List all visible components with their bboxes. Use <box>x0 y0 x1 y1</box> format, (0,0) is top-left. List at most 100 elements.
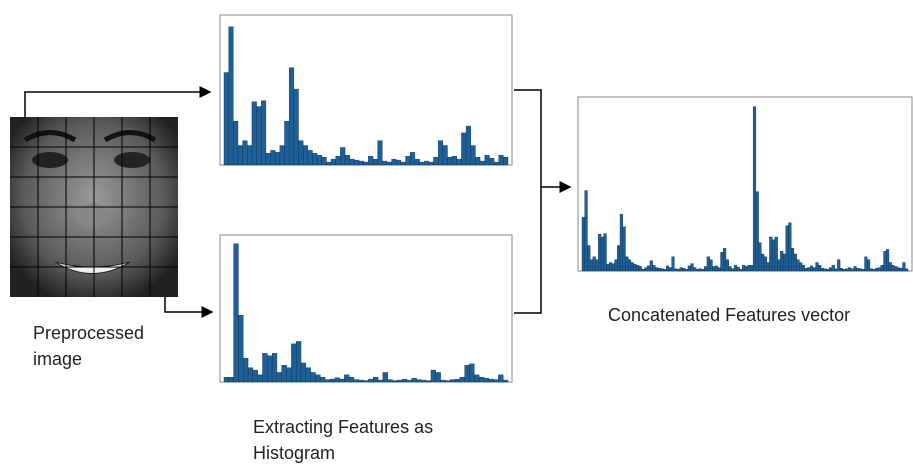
bar <box>353 379 359 383</box>
bar <box>502 379 509 383</box>
bar <box>652 265 656 272</box>
bar <box>782 253 786 272</box>
bar <box>461 132 467 166</box>
bar <box>788 222 792 272</box>
bar <box>771 239 776 272</box>
bar <box>850 268 854 272</box>
bar <box>251 101 257 166</box>
bar <box>451 156 457 166</box>
bar <box>300 362 307 383</box>
bar <box>877 267 882 272</box>
bar <box>243 357 249 383</box>
bar <box>679 267 683 272</box>
bar <box>608 262 613 272</box>
bar <box>372 158 378 166</box>
bar <box>410 152 416 166</box>
bar <box>617 245 621 272</box>
bar <box>728 266 732 272</box>
bar <box>896 267 901 272</box>
bar <box>725 259 729 272</box>
bar <box>674 268 678 272</box>
bar <box>315 374 321 383</box>
bar <box>644 267 648 272</box>
bar <box>414 158 420 166</box>
bar <box>820 267 824 272</box>
bar <box>435 372 441 383</box>
bar <box>257 374 263 383</box>
bar <box>842 269 846 272</box>
bar <box>810 265 814 272</box>
bar <box>483 377 489 383</box>
bar <box>493 379 499 383</box>
bar <box>348 377 355 383</box>
bar <box>310 372 316 383</box>
bar <box>320 377 326 383</box>
bar <box>433 157 439 166</box>
bar <box>316 155 322 166</box>
bar <box>312 153 318 166</box>
bar <box>396 159 402 166</box>
bar <box>587 245 591 272</box>
bar <box>668 267 672 272</box>
bar <box>758 242 762 272</box>
bar <box>750 265 754 272</box>
bar <box>286 367 292 383</box>
bar <box>228 377 234 383</box>
bar <box>709 259 713 272</box>
bar <box>815 262 819 272</box>
bar <box>465 125 471 166</box>
bar <box>818 265 822 272</box>
bar <box>228 26 234 166</box>
bar <box>744 266 748 272</box>
bar <box>589 259 594 272</box>
bar <box>256 106 262 166</box>
bar <box>861 269 865 272</box>
bar <box>747 265 751 272</box>
bar <box>660 268 664 272</box>
bar <box>440 379 446 383</box>
bar <box>339 378 345 383</box>
bar <box>899 267 903 272</box>
bar <box>603 233 607 272</box>
bar <box>421 379 427 383</box>
bar <box>307 150 313 166</box>
bar <box>717 267 721 272</box>
bar <box>363 161 369 166</box>
bar <box>763 256 767 272</box>
bar <box>867 259 871 272</box>
bar <box>769 236 773 272</box>
bar <box>793 253 797 272</box>
bar <box>293 88 299 166</box>
bar <box>894 266 898 272</box>
bar <box>267 355 273 383</box>
bar <box>330 158 336 166</box>
bar <box>302 145 309 166</box>
bar <box>321 157 327 166</box>
bar <box>276 372 282 383</box>
bar <box>774 236 778 272</box>
bar <box>447 157 453 166</box>
bar <box>687 265 691 272</box>
bar <box>288 67 295 166</box>
bar <box>247 145 253 166</box>
bar <box>298 140 304 166</box>
bar <box>777 259 781 272</box>
bar <box>869 268 873 272</box>
bar <box>647 265 651 272</box>
bar <box>826 269 830 272</box>
bar <box>611 263 615 272</box>
bar <box>334 377 340 383</box>
bar <box>275 152 281 166</box>
bar <box>905 268 909 272</box>
bar <box>902 262 906 272</box>
bar <box>470 145 476 166</box>
bar <box>655 267 659 272</box>
bar <box>484 155 490 166</box>
bar <box>324 379 331 383</box>
bar <box>459 377 465 383</box>
bar <box>479 160 485 166</box>
bar <box>488 378 494 383</box>
bar <box>405 156 411 166</box>
bar <box>834 268 838 272</box>
bar <box>284 120 290 166</box>
